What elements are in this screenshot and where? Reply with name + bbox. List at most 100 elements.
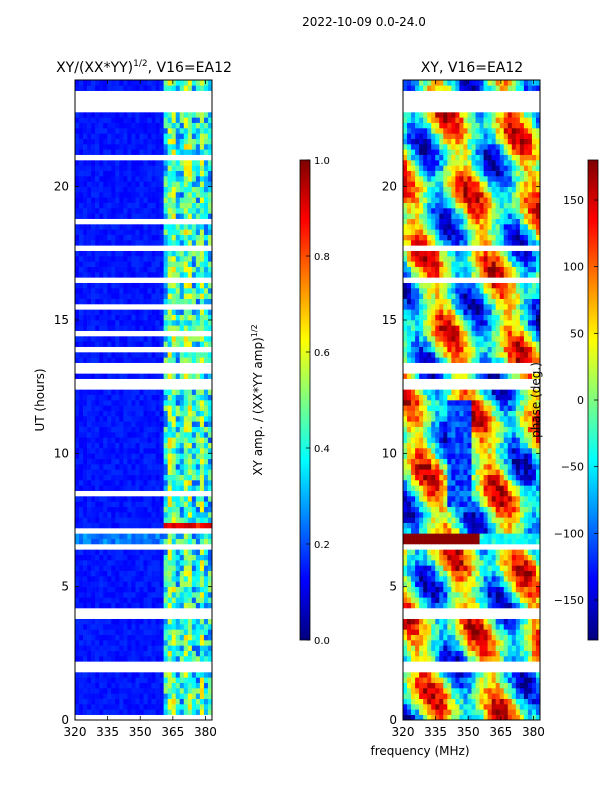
heatmap-cell xyxy=(207,453,213,459)
heatmap-cell xyxy=(519,656,525,662)
heatmap-cell xyxy=(83,282,88,289)
heatmap-cell xyxy=(143,560,148,566)
heatmap-cell xyxy=(167,586,173,593)
heatmap-cell xyxy=(199,442,205,449)
heatmap-cell xyxy=(131,117,136,123)
heatmap-cell xyxy=(427,618,432,625)
heatmap-cell xyxy=(155,618,160,625)
heatmap-cell xyxy=(523,656,529,662)
heatmap-cell xyxy=(103,298,108,305)
heatmap-cell xyxy=(111,90,116,97)
heatmap-cell xyxy=(163,176,168,182)
heatmap-cell xyxy=(187,314,193,321)
heatmap-cell xyxy=(175,586,181,593)
heatmap-cell xyxy=(171,634,177,641)
heatmap-cell xyxy=(143,85,148,91)
heatmap-cell xyxy=(443,682,448,689)
heatmap-cell xyxy=(127,149,132,155)
heatmap-cell xyxy=(475,618,480,625)
heatmap-cell xyxy=(119,570,124,577)
heatmap-cell xyxy=(159,677,164,683)
heatmap-cell xyxy=(175,538,181,545)
heatmap-cell xyxy=(127,368,132,374)
heatmap-cell xyxy=(111,416,116,422)
heatmap-cell xyxy=(91,213,96,219)
heatmap-cell xyxy=(143,272,148,278)
heatmap-cell xyxy=(123,330,128,337)
heatmap-cell xyxy=(131,437,136,443)
heatmap-cell xyxy=(115,245,120,251)
heatmap-cell xyxy=(95,330,100,337)
heatmap-cell xyxy=(183,266,189,273)
heatmap-cell xyxy=(79,186,84,193)
heatmap-cell xyxy=(123,266,128,273)
heatmap-cell xyxy=(135,256,140,262)
heatmap-cell xyxy=(135,592,140,598)
heatmap-cell xyxy=(151,240,156,246)
heatmap-cell xyxy=(115,138,120,145)
heatmap-cell xyxy=(79,512,84,518)
heatmap-cell xyxy=(79,336,84,342)
heatmap-cell xyxy=(151,672,156,678)
heatmap-cell xyxy=(91,618,96,625)
heatmap-cell xyxy=(127,165,132,171)
heatmap-cell xyxy=(115,592,120,598)
heatmap-cell xyxy=(95,714,100,721)
heatmap-cell xyxy=(95,112,100,118)
heatmap-cell xyxy=(127,128,132,134)
heatmap-cell xyxy=(155,133,160,139)
heatmap-cell xyxy=(83,538,88,545)
heatmap-cell xyxy=(199,666,205,673)
heatmap-cell xyxy=(151,346,156,353)
heatmap-cell xyxy=(131,368,136,374)
heatmap-cell xyxy=(115,666,120,673)
heatmap-cell xyxy=(127,592,132,598)
heatmap-cell xyxy=(167,154,173,161)
heatmap-cell xyxy=(159,341,164,347)
heatmap-cell xyxy=(87,410,92,417)
heatmap-cell xyxy=(139,192,144,198)
heatmap-cell xyxy=(163,314,168,321)
heatmap-cell xyxy=(123,170,128,177)
heatmap-cell xyxy=(407,629,412,635)
heatmap-cell xyxy=(151,250,156,257)
heatmap-cell xyxy=(99,197,104,203)
heatmap-cell xyxy=(87,549,92,555)
heatmap-cell xyxy=(531,688,537,694)
heatmap-cell xyxy=(199,549,205,555)
heatmap-cell xyxy=(163,538,168,545)
heatmap-cell xyxy=(207,688,213,694)
heatmap-cell xyxy=(147,362,152,369)
heatmap-cell xyxy=(195,192,201,198)
heatmap-cell xyxy=(107,608,112,614)
heatmap-cell xyxy=(175,256,181,262)
heatmap-cell xyxy=(427,624,432,630)
heatmap-cell xyxy=(195,661,201,667)
heatmap-cell xyxy=(159,634,164,641)
heatmap-cell xyxy=(107,85,112,91)
heatmap-cell xyxy=(195,640,201,646)
heatmap-cell xyxy=(515,629,521,635)
heatmap-cell xyxy=(95,597,100,603)
heatmap-cell xyxy=(79,197,84,203)
heatmap-cell xyxy=(119,224,124,230)
heatmap-cell xyxy=(135,693,140,699)
heatmap-cell xyxy=(447,682,452,689)
heatmap-cell xyxy=(171,293,177,299)
heatmap-cell xyxy=(119,709,124,715)
heatmap-cell xyxy=(491,613,496,619)
heatmap-cell xyxy=(103,442,108,449)
heatmap-cell xyxy=(119,538,124,545)
heatmap-cell xyxy=(107,272,112,278)
heatmap-cell xyxy=(403,704,408,710)
heatmap-cell xyxy=(119,698,124,705)
heatmap-cell xyxy=(151,186,156,193)
heatmap-cell xyxy=(95,128,100,134)
heatmap-cell xyxy=(87,688,92,694)
heatmap-cell xyxy=(95,448,100,454)
heatmap-cell xyxy=(151,314,156,321)
heatmap-cell xyxy=(135,181,140,187)
heatmap-cell xyxy=(111,469,116,475)
heatmap-cell xyxy=(99,224,104,230)
heatmap-cell xyxy=(99,410,104,417)
